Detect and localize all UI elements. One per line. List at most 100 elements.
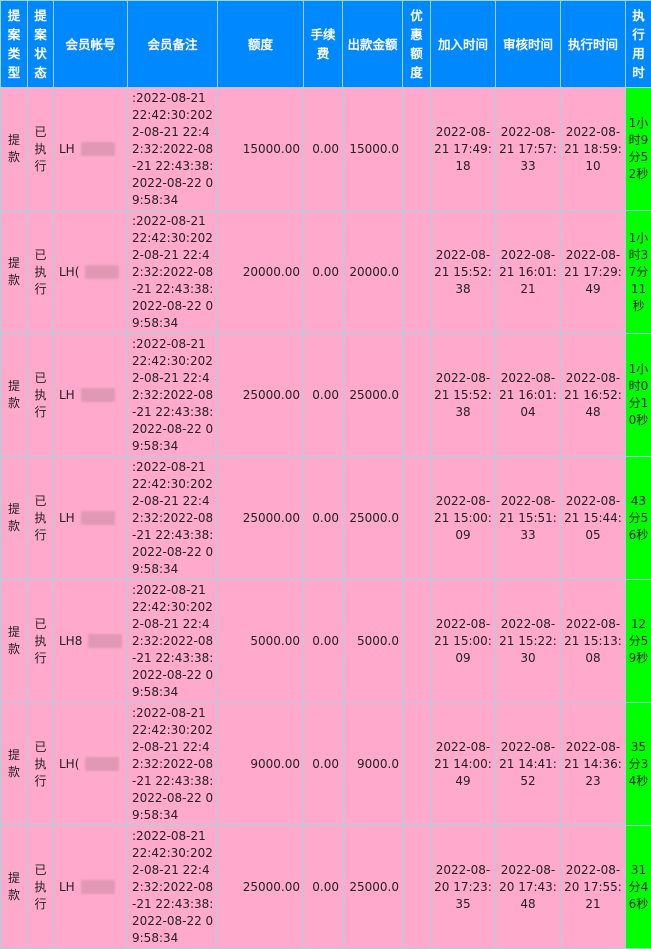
cell-added: 2022-08-20 17:23:35 <box>431 826 496 949</box>
column-header-bonus[interactable]: 优惠额度 <box>403 1 431 88</box>
member-account[interactable]: LH <box>59 142 75 156</box>
cell-duration: 31分46秒 <box>626 826 651 949</box>
column-header-executed[interactable]: 执行时间 <box>561 1 626 88</box>
table-row[interactable]: 提款已执行 LH :2022-08-21 22:42:30:2022-08-21 2… <box>1 334 651 457</box>
column-header-type[interactable]: 提案类型 <box>1 1 28 88</box>
cell-executed: 2022-08-21 14:36:23 <box>561 703 626 826</box>
column-header-amount[interactable]: 额度 <box>218 1 304 88</box>
redacted-blur <box>81 880 115 894</box>
redacted-blur <box>88 634 122 648</box>
cell-account: LH <box>54 88 128 211</box>
cell-type: 提款 <box>1 826 28 949</box>
table-row[interactable]: 提款已执行 LH8 :2022-08-21 22:42:30:2022-08-21 … <box>1 580 651 703</box>
cell-type: 提款 <box>1 457 28 580</box>
redacted-blur <box>81 511 115 525</box>
cell-type: 提款 <box>1 211 28 334</box>
cell-amount: 9000.00 <box>218 703 304 826</box>
cell-type: 提款 <box>1 88 28 211</box>
column-header-reviewed[interactable]: 审核时间 <box>496 1 561 88</box>
cell-payout: 25000.0 <box>343 457 403 580</box>
cell-type: 提款 <box>1 580 28 703</box>
cell-note: :2022-08-21 22:42:30:2022-08-21 22:42:32… <box>128 334 218 457</box>
cell-amount: 25000.00 <box>218 457 304 580</box>
member-account[interactable]: LH( <box>59 265 79 279</box>
cell-amount: 20000.00 <box>218 211 304 334</box>
table-row[interactable]: 提款已执行 LH :2022-08-21 22:42:30:2022-08-21 2… <box>1 88 651 211</box>
member-account[interactable]: LH <box>59 388 75 402</box>
cell-payout: 15000.0 <box>343 88 403 211</box>
cell-type: 提款 <box>1 703 28 826</box>
cell-added: 2022-08-21 15:52:38 <box>431 334 496 457</box>
cell-bonus <box>403 703 431 826</box>
member-account[interactable]: LH <box>59 511 75 525</box>
cell-amount: 25000.00 <box>218 826 304 949</box>
cell-added: 2022-08-21 15:00:09 <box>431 457 496 580</box>
cell-duration: 1小时9分52秒 <box>626 88 651 211</box>
cell-bonus <box>403 826 431 949</box>
cell-status: 已执行 <box>28 826 54 949</box>
member-account[interactable]: LH8 <box>59 634 82 648</box>
cell-payout: 5000.0 <box>343 580 403 703</box>
cell-executed: 2022-08-21 18:59:10 <box>561 88 626 211</box>
cell-note: :2022-08-21 22:42:30:2022-08-21 22:42:32… <box>128 211 218 334</box>
cell-reviewed: 2022-08-21 17:57:33 <box>496 88 561 211</box>
cell-fee: 0.00 <box>304 826 343 949</box>
cell-duration: 35分34秒 <box>626 703 651 826</box>
table-row[interactable]: 提款已执行 LH :2022-08-21 22:42:30:2022-08-21 2… <box>1 457 651 580</box>
member-account[interactable]: LH( <box>59 757 79 771</box>
cell-status: 已执行 <box>28 580 54 703</box>
cell-duration: 12分59秒 <box>626 580 651 703</box>
cell-bonus <box>403 211 431 334</box>
cell-bonus <box>403 88 431 211</box>
cell-amount: 5000.00 <box>218 580 304 703</box>
column-header-payout[interactable]: 出款金额 <box>343 1 403 88</box>
cell-account: LH <box>54 826 128 949</box>
cell-fee: 0.00 <box>304 334 343 457</box>
table-header-row: 提案类型提案状态会员帐号会员备注额度手续费出款金额优惠额度加入时间审核时间执行时… <box>1 1 651 88</box>
cell-account: LH8 <box>54 580 128 703</box>
cell-note: :2022-08-21 22:42:30:2022-08-21 22:42:32… <box>128 826 218 949</box>
column-header-added[interactable]: 加入时间 <box>431 1 496 88</box>
column-header-note[interactable]: 会员备注 <box>128 1 218 88</box>
cell-reviewed: 2022-08-21 15:22:30 <box>496 580 561 703</box>
cell-executed: 2022-08-21 15:13:08 <box>561 580 626 703</box>
cell-executed: 2022-08-21 17:29:49 <box>561 211 626 334</box>
column-header-status[interactable]: 提案状态 <box>28 1 54 88</box>
column-header-fee[interactable]: 手续费 <box>304 1 343 88</box>
cell-status: 已执行 <box>28 703 54 826</box>
redacted-blur <box>85 265 119 279</box>
cell-duration: 43分56秒 <box>626 457 651 580</box>
cell-bonus <box>403 580 431 703</box>
table-row[interactable]: 提款已执行 LH :2022-08-21 22:42:30:2022-08-21 2… <box>1 826 651 949</box>
cell-payout: 25000.0 <box>343 334 403 457</box>
cell-note: :2022-08-21 22:42:30:2022-08-21 22:42:32… <box>128 703 218 826</box>
cell-note: :2022-08-21 22:42:30:2022-08-21 22:42:32… <box>128 457 218 580</box>
cell-payout: 9000.0 <box>343 703 403 826</box>
cell-executed: 2022-08-21 16:52:48 <box>561 334 626 457</box>
cell-amount: 25000.00 <box>218 334 304 457</box>
cell-fee: 0.00 <box>304 457 343 580</box>
cell-account: LH <box>54 457 128 580</box>
redacted-blur <box>81 142 115 156</box>
cell-duration: 1小时37分11秒 <box>626 211 651 334</box>
cell-bonus <box>403 457 431 580</box>
cell-status: 已执行 <box>28 334 54 457</box>
table-row[interactable]: 提款已执行 LH( :2022-08-21 22:42:30:2022-08-21 … <box>1 703 651 826</box>
cell-duration: 1小时0分10秒 <box>626 334 651 457</box>
column-header-duration[interactable]: 执行用时 <box>626 1 651 88</box>
cell-reviewed: 2022-08-21 16:01:21 <box>496 211 561 334</box>
cell-type: 提款 <box>1 334 28 457</box>
column-header-account[interactable]: 会员帐号 <box>54 1 128 88</box>
cell-note: :2022-08-21 22:42:30:2022-08-21 22:42:32… <box>128 88 218 211</box>
member-account[interactable]: LH <box>59 880 75 894</box>
cell-reviewed: 2022-08-20 17:43:48 <box>496 826 561 949</box>
cell-account: LH( <box>54 703 128 826</box>
cell-executed: 2022-08-21 15:44:05 <box>561 457 626 580</box>
cell-fee: 0.00 <box>304 580 343 703</box>
cell-status: 已执行 <box>28 88 54 211</box>
cell-reviewed: 2022-08-21 14:41:52 <box>496 703 561 826</box>
cell-note: :2022-08-21 22:42:30:2022-08-21 22:42:32… <box>128 580 218 703</box>
cell-status: 已执行 <box>28 457 54 580</box>
